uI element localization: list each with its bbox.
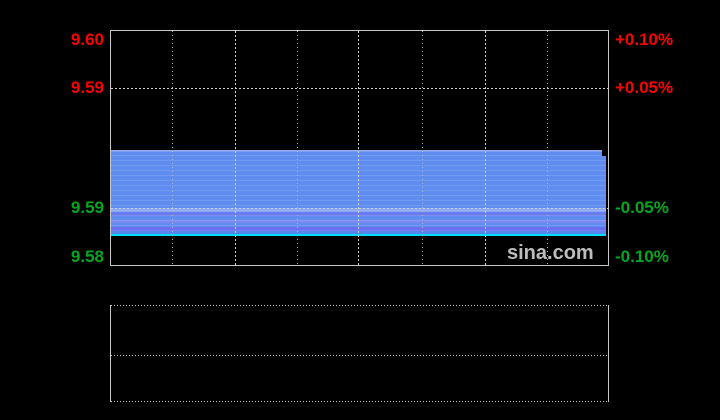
price-tick-9-60: 9.60 [70, 30, 104, 49]
grid-hline-plus-0-05 [111, 88, 608, 89]
grid-vline [297, 31, 298, 265]
sina-watermark: sina.com [507, 242, 594, 264]
price-area-right-notch [602, 150, 606, 156]
grid-vline [547, 31, 548, 265]
price-chart-panel: sina.com [110, 30, 609, 266]
grid-hline-minus-0-05 [111, 208, 608, 209]
price-tick-9-59-up: 9.59 [70, 78, 104, 97]
grid-vline [485, 31, 486, 265]
pct-tick-minus-0-05: -0.05% [615, 198, 669, 217]
pct-tick-plus-0-10: +0.10% [615, 30, 674, 49]
volume-panel [110, 305, 609, 402]
price-tick-9-58: 9.58 [70, 247, 104, 266]
pct-tick-plus-0-05: +0.05% [615, 78, 674, 97]
price-tick-9-59-down: 9.59 [70, 198, 104, 217]
grid-vline [172, 31, 173, 265]
grid-vline [235, 31, 236, 265]
grid-vline [422, 31, 423, 265]
volume-panel-bottom-border [111, 401, 608, 402]
grid-vline [358, 31, 359, 265]
volume-panel-midline [111, 355, 608, 356]
volume-panel-top-border [111, 305, 608, 306]
pct-tick-minus-0-10: -0.10% [615, 247, 669, 266]
